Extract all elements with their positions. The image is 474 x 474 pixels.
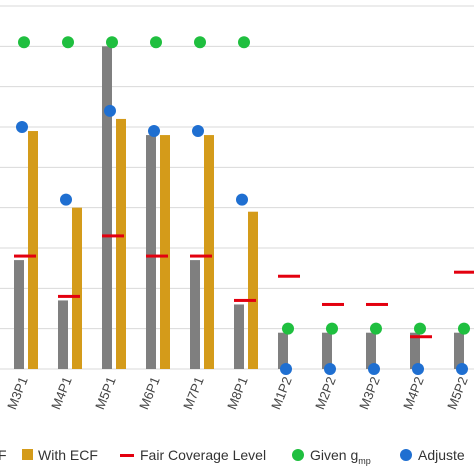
fair-coverage-dash: [102, 234, 124, 238]
given-gmp-dot: [18, 36, 30, 49]
adjusted-dot: [60, 193, 72, 206]
given-gmp-dot: [62, 36, 74, 49]
given-gmp-dot: [370, 322, 382, 335]
x-tick-label: M2P2: [312, 375, 339, 412]
given-gmp-dot: [194, 36, 206, 49]
fair-coverage-dash: [234, 298, 256, 302]
bar-with-ecf: [116, 118, 126, 369]
adjusted-dot: [412, 363, 424, 375]
bar-with-ecf: [28, 131, 38, 369]
adjusted-dot: [104, 104, 116, 117]
legend-swatch-fair-coverage: [120, 454, 134, 457]
given-gmp-dot: [238, 36, 250, 49]
fair-coverage-dash: [366, 302, 388, 306]
bar-with-ecf: [248, 211, 258, 369]
bars: [14, 46, 464, 369]
fair-coverage-dash: [278, 274, 300, 278]
legend-label: Fair Coverage Level: [140, 447, 266, 463]
given-gmp-dot: [326, 322, 338, 335]
bar-base: [278, 332, 288, 369]
bar-with-ecf: [72, 207, 82, 369]
given-gmp-dot: [150, 36, 162, 49]
given-gmp-dot: [282, 322, 294, 335]
x-tick-label: M1P2: [268, 375, 295, 412]
bar-base: [146, 135, 156, 369]
x-tick-label: M3P2: [356, 375, 383, 412]
fair-coverage-dash: [58, 294, 80, 298]
legend-label: Given gmp: [310, 447, 371, 466]
x-tick-labels: M3P1 M4P1 M5P1 M6P1 M7P1 M8P1 M1P2 M2P2 M3P2 M4P2…: [4, 375, 471, 412]
bar-base: [14, 260, 24, 369]
bar-base: [58, 300, 68, 369]
bar-base: [322, 332, 332, 369]
fair-coverage-dash: [190, 254, 212, 258]
legend-swatch-with-ecf: [22, 449, 33, 460]
adjusted-dot: [324, 363, 336, 375]
markers: [14, 36, 474, 375]
given-gmp-dot: [106, 36, 118, 49]
x-tick-label: M5P2: [444, 375, 471, 412]
x-tick-label: M4P1: [48, 375, 75, 412]
fair-coverage-dash: [146, 254, 168, 258]
adjusted-dot: [192, 125, 204, 138]
legend-swatch-dot: [292, 449, 304, 461]
legend-swatch-dot: [400, 449, 412, 461]
x-tick-label: M4P2: [400, 375, 427, 412]
bar-base: [234, 304, 244, 369]
adjusted-dot: [280, 363, 292, 375]
legend-label: Adjuste: [418, 447, 465, 463]
bar-base: [410, 332, 420, 369]
adjusted-dot: [456, 363, 468, 375]
x-tick-label: M6P1: [136, 375, 163, 412]
bar-base: [102, 46, 112, 369]
bar-base: [190, 260, 200, 369]
adjusted-dot: [16, 121, 28, 133]
bar-with-ecf: [160, 135, 170, 369]
adjusted-dot: [236, 193, 248, 206]
fair-coverage-dash: [454, 270, 474, 274]
adjusted-dot: [368, 363, 380, 375]
x-tick-label: M3P1: [4, 375, 31, 412]
bar-base: [454, 332, 464, 369]
x-tick-label: M5P1: [92, 375, 119, 412]
fair-coverage-dash: [14, 254, 36, 258]
given-gmp-dot: [414, 322, 426, 335]
fair-coverage-dash: [322, 302, 344, 306]
adjusted-dot: [148, 125, 160, 138]
x-tick-label: M8P1: [224, 375, 251, 412]
fair-coverage-dash: [410, 335, 432, 339]
given-gmp-dot: [458, 322, 470, 335]
legend: F With ECF Fair Coverage Level Given gmp Adj…: [0, 447, 465, 466]
x-tick-label: M7P1: [180, 375, 207, 412]
bar-base: [366, 332, 376, 369]
legend-label: F: [0, 447, 7, 463]
bar-with-ecf: [204, 135, 214, 369]
legend-label: With ECF: [38, 447, 98, 463]
